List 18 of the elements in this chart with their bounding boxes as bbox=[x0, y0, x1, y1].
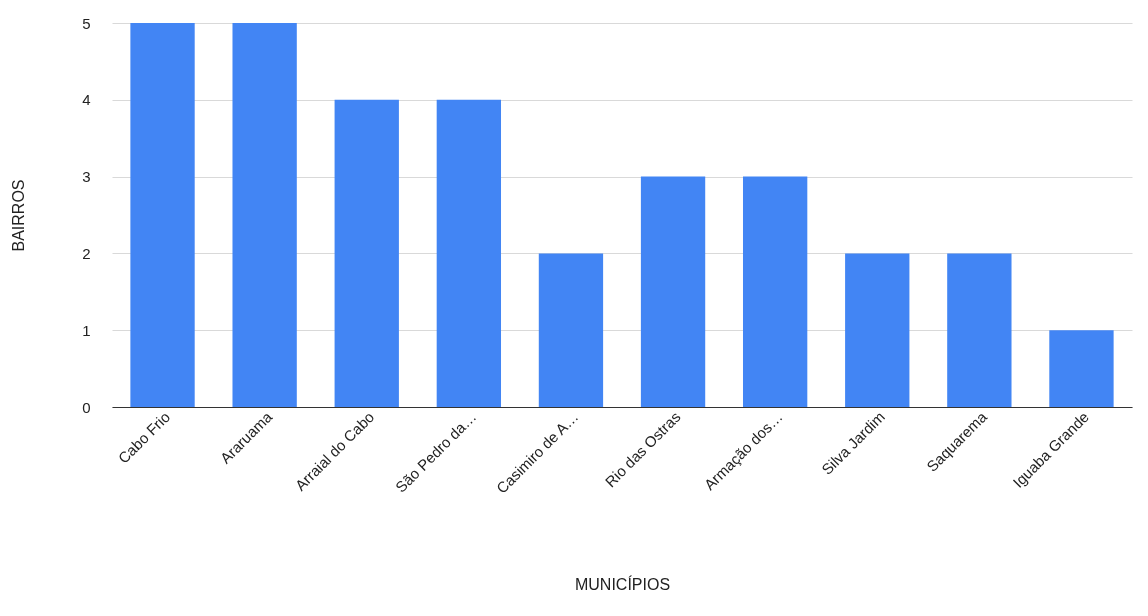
y-tick-label: 5 bbox=[82, 14, 91, 32]
y-tick-label: 3 bbox=[82, 168, 91, 186]
bar bbox=[232, 23, 297, 407]
bar bbox=[947, 253, 1012, 407]
bar bbox=[742, 176, 808, 407]
bar bbox=[538, 253, 604, 407]
x-axis-title: MUNICÍPIOS bbox=[574, 575, 671, 594]
y-tick-label: 1 bbox=[82, 321, 91, 339]
y-tick-label: 0 bbox=[82, 398, 91, 416]
bar bbox=[334, 99, 399, 407]
bar bbox=[130, 23, 195, 407]
y-tick-label: 2 bbox=[82, 244, 91, 262]
bar bbox=[436, 99, 502, 407]
bar bbox=[1049, 330, 1114, 407]
y-tick-label: 4 bbox=[82, 91, 91, 109]
bar bbox=[845, 253, 910, 407]
y-axis-title: BAIRROS bbox=[10, 179, 28, 252]
bar bbox=[640, 176, 706, 407]
